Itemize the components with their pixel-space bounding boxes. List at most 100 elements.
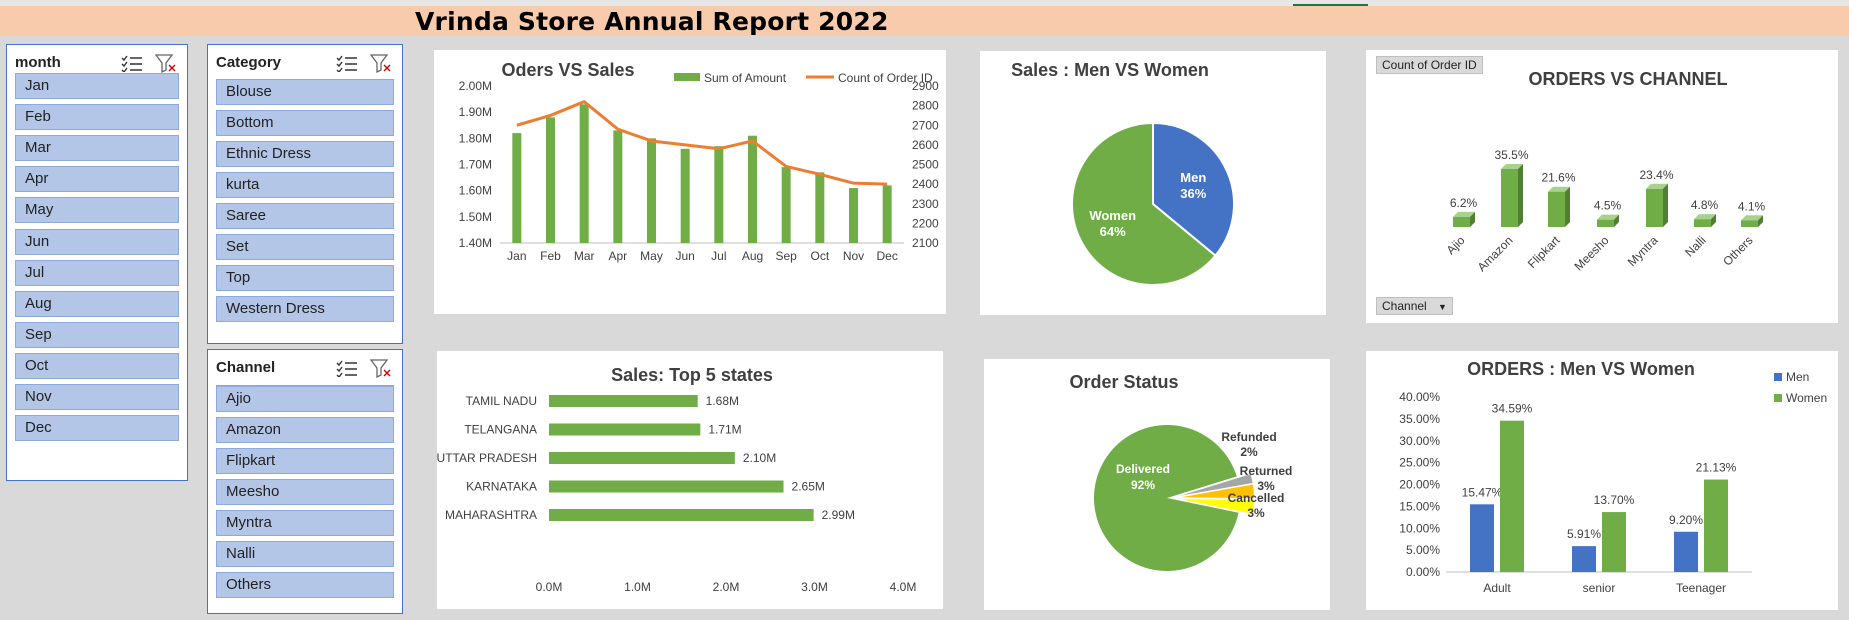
- slicer-channel[interactable]: Channel Ajio Amazon Flipkart Meesho Myntra Na…: [207, 349, 403, 614]
- bar-myntra: [1646, 188, 1663, 227]
- slice-value-label: 92%: [1131, 478, 1155, 492]
- slice-value-label: 2%: [1240, 445, 1258, 459]
- y-tick-label: 35.00%: [1399, 412, 1440, 426]
- bar-side-meesho: [1614, 214, 1619, 227]
- bar-men-senior: [1572, 546, 1596, 572]
- slicer-item-amazon[interactable]: Amazon: [216, 417, 394, 443]
- field-button-count-order-id[interactable]: Count of Order ID: [1376, 56, 1483, 74]
- bar-top-ajio: [1453, 211, 1475, 217]
- bar-value-label: 13.70%: [1594, 493, 1635, 507]
- bar-telangana: [549, 423, 701, 436]
- bar-side-amazon: [1518, 164, 1523, 227]
- x-tick-label: senior: [1583, 581, 1616, 595]
- bar-top-others: [1741, 215, 1763, 221]
- bar-nalli: [1694, 219, 1711, 227]
- x-tick-label: Adult: [1483, 581, 1511, 595]
- multi-select-icon[interactable]: [336, 359, 358, 379]
- slicer-category[interactable]: Category Blouse Bottom Ethnic Dress kurta Sa…: [207, 44, 403, 344]
- slicer-item-flipkart[interactable]: Flipkart: [216, 448, 394, 474]
- slicer-item-feb[interactable]: Feb: [15, 104, 179, 131]
- slicer-title: Channel: [216, 359, 276, 376]
- y-tick-label: 10.00%: [1399, 521, 1440, 535]
- legend-swatch-amount: [674, 73, 700, 81]
- multi-select-icon[interactable]: [121, 54, 143, 74]
- slicer-item-sep[interactable]: Sep: [15, 321, 179, 348]
- x-tick-label: Sep: [775, 249, 797, 263]
- bar-value-label: 2.65M: [792, 480, 825, 494]
- slicer-item-meesho[interactable]: Meesho: [216, 479, 394, 505]
- slicer-title: Category: [216, 54, 282, 71]
- slicer-item-ajio[interactable]: Ajio: [216, 386, 394, 412]
- clear-filter-icon[interactable]: [369, 358, 392, 379]
- bar-meesho: [1597, 219, 1614, 227]
- slicer-item-kurta[interactable]: kurta: [216, 172, 394, 198]
- pie-slice-men: [1152, 121, 1235, 258]
- chart-orders-vs-channel[interactable]: Count of Order ID Channel ▼ ORDERS VS CH…: [1366, 50, 1838, 323]
- chart-top-5-states[interactable]: Sales: Top 5 states 0.0M 1.0M 2.0M 3.0M 4.0M…: [437, 351, 943, 609]
- slicer-item-mar[interactable]: Mar: [15, 135, 179, 162]
- bar-value-label: 4.1%: [1738, 199, 1766, 213]
- bar-women-teenager: [1704, 479, 1728, 572]
- slicer-header: Channel: [208, 350, 402, 386]
- bar-karnataka: [549, 480, 784, 493]
- bar-value-label: 4.8%: [1691, 198, 1719, 212]
- x-tick-label: 0.0M: [536, 580, 563, 594]
- slicer-item-top[interactable]: Top: [216, 265, 394, 291]
- chart-title: Sales : Men VS Women: [1011, 60, 1209, 80]
- slicer-item-bottom[interactable]: Bottom: [216, 110, 394, 136]
- multi-select-icon[interactable]: [336, 54, 358, 74]
- y2-tick-label: 2800: [912, 99, 939, 113]
- slicer-item-oct[interactable]: Oct: [15, 352, 179, 379]
- slicer-item-aug[interactable]: Aug: [15, 290, 179, 317]
- bar-value-label: 21.6%: [1541, 171, 1575, 185]
- slicer-item-nov[interactable]: Nov: [15, 384, 179, 410]
- slicer-item-jan[interactable]: Jan: [15, 73, 179, 99]
- x-tick-label: Mar: [574, 249, 595, 263]
- bar-men-adult: [1470, 504, 1494, 572]
- slicer-item-others[interactable]: Others: [216, 572, 394, 598]
- bar-value-label: 21.13%: [1696, 461, 1737, 475]
- slice-label: Men: [1180, 170, 1206, 185]
- slicer-item-apr[interactable]: Apr: [15, 166, 179, 193]
- slicer-item-ethnic-dress[interactable]: Ethnic Dress: [216, 141, 394, 167]
- chart-orders-men-women[interactable]: ORDERS : Men VS Women Men Women 0.00% 5.0…: [1366, 351, 1838, 610]
- y-tick-label: 1.40M: [459, 236, 492, 250]
- chart-sales-men-women[interactable]: Sales : Men VS Women Men 36% Women 64%: [980, 51, 1326, 315]
- bar-value-label: 35.5%: [1494, 148, 1528, 162]
- bar-sum-of-amount: [546, 117, 555, 243]
- slicer-item-jun[interactable]: Jun: [15, 228, 179, 255]
- slicer-title: month: [15, 54, 61, 71]
- x-tick-label: Dec: [876, 249, 897, 263]
- slicer-item-myntra[interactable]: Myntra: [216, 510, 394, 536]
- y2-tick-label: 2400: [912, 177, 939, 191]
- bar-side-nalli: [1711, 214, 1716, 227]
- y-tick-label: 1.90M: [459, 105, 492, 119]
- chart-orders-vs-sales[interactable]: Oders VS Sales Sum of Amount Count of Or…: [434, 50, 946, 314]
- axis-field-button-channel[interactable]: Channel ▼: [1376, 297, 1453, 315]
- bar-value-label: 5.91%: [1567, 527, 1601, 541]
- slicer-item-saree[interactable]: Saree: [216, 203, 394, 229]
- bar-top-flipkart: [1548, 186, 1570, 192]
- clear-filter-icon[interactable]: [154, 53, 177, 74]
- slicer-item-jul[interactable]: Jul: [15, 259, 179, 286]
- bar-top-amazon: [1501, 164, 1523, 169]
- orders-vs-sales-svg: Oders VS Sales Sum of Amount Count of Or…: [459, 60, 939, 263]
- bar-top-nalli: [1694, 214, 1716, 220]
- x-tick-label: 2.0M: [713, 580, 740, 594]
- slicer-header: Category: [208, 45, 402, 81]
- bar-sum-of-amount: [781, 167, 791, 243]
- x-tick-label: Myntra: [1625, 233, 1661, 269]
- slicer-item-nalli[interactable]: Nalli: [216, 541, 394, 567]
- slicer-item-dec[interactable]: Dec: [15, 415, 179, 442]
- slicer-item-may[interactable]: May: [15, 197, 179, 224]
- chart-order-status[interactable]: Order Status Delivered 92% Refunded 2% Retur…: [984, 359, 1330, 610]
- clear-filter-icon[interactable]: [369, 53, 392, 74]
- y-tick-label: TAMIL NADU: [466, 394, 537, 408]
- slicer-item-western-dress[interactable]: Western Dress: [216, 296, 394, 322]
- slicer-item-blouse[interactable]: Blouse: [216, 79, 394, 105]
- y-tick-label: 20.00%: [1399, 478, 1440, 492]
- slicer-month[interactable]: month Jan Feb Mar Apr May Jun Jul Aug Sep Oct Nov D…: [6, 44, 188, 481]
- bar-value-label: 9.20%: [1669, 513, 1703, 527]
- slicer-item-set[interactable]: Set: [216, 234, 394, 260]
